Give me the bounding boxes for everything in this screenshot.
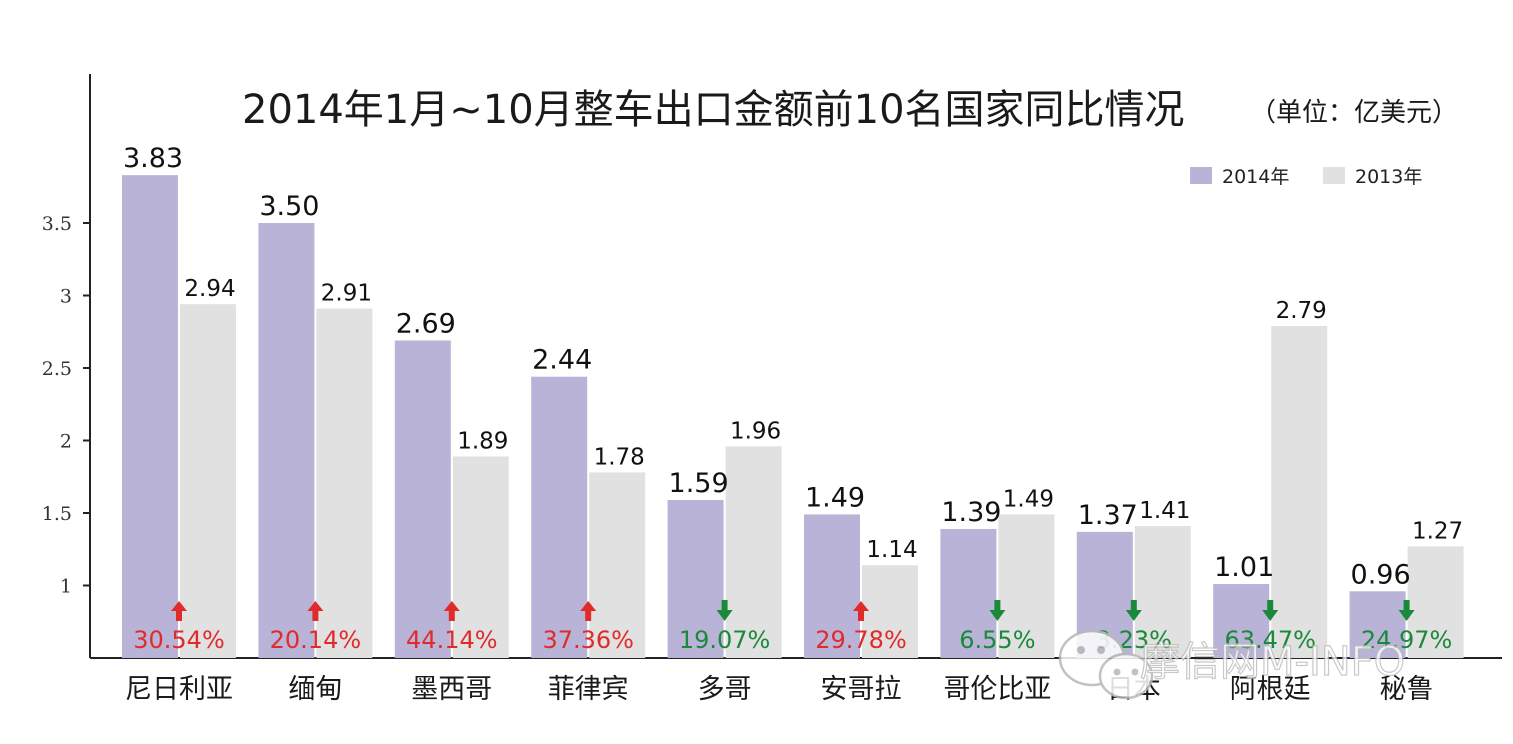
change-percent: 6.55% [959, 626, 1035, 654]
down-arrow-icon [1398, 600, 1415, 621]
data-label-2013: 1.89 [457, 428, 508, 454]
data-label-2014: 1.39 [941, 497, 1001, 528]
up-arrow-icon [171, 601, 187, 621]
data-label-2013: 2.91 [321, 281, 372, 307]
change-percent: 29.78% [815, 626, 907, 654]
y-ticks: 1 1.5 2 2.5 3 3.5 [42, 213, 90, 598]
x-tick-label: 哥伦比亚 [943, 674, 1051, 705]
bar-2014 [804, 514, 860, 658]
legend-label-2013: 2013年 [1355, 166, 1422, 188]
chart-unit: （单位：亿美元） [1250, 98, 1458, 128]
bar-2013 [1134, 526, 1191, 658]
bar-2014 [258, 223, 315, 658]
y-tick-label: 1 [60, 576, 72, 598]
data-label-2013: 1.41 [1139, 498, 1190, 524]
legend-swatch-2013 [1323, 167, 1345, 184]
data-label-2013: 1.27 [1412, 518, 1463, 544]
bars [122, 175, 1464, 658]
bar-2013 [1271, 325, 1328, 658]
data-label-2014: 0.96 [1351, 559, 1411, 590]
bar-2013 [452, 456, 509, 658]
bar-2014 [1213, 584, 1270, 658]
bar-2013 [180, 304, 236, 658]
up-arrow-icon [580, 601, 597, 621]
y-tick-label: 2 [60, 431, 72, 453]
wechat-icon [1058, 629, 1154, 700]
bar-2014 [940, 528, 997, 658]
data-label-2014: 1.49 [805, 482, 865, 513]
x-tick-label: 尼日利亚 [125, 674, 233, 705]
change-percent: 24.97% [1361, 626, 1453, 654]
chart-title: 2014年1月~10月整车出口金额前10名国家同比情况 [242, 87, 1185, 133]
data-label-2013: 2.79 [1276, 298, 1327, 324]
y-tick-label: 3 [60, 286, 72, 308]
legend-label-2014: 2014年 [1222, 166, 1289, 188]
bar-2013 [316, 308, 373, 658]
data-label-2013: 1.78 [594, 444, 645, 470]
change-percent: 30.54% [133, 626, 225, 654]
change-percent: 20.14% [270, 626, 362, 654]
data-label-2014: 1.01 [1214, 552, 1274, 583]
x-tick-label: 菲律宾 [548, 674, 629, 705]
data-labels: 3.83 2.94 3.50 2.91 2.69 1.89 2.44 1.78 1.591.96… [123, 143, 1463, 590]
legend-swatch-2014 [1190, 167, 1212, 184]
watermark: 摩信网M-INFO [1058, 629, 1406, 700]
bar-2014 [1349, 591, 1406, 658]
bar-2013 [1407, 546, 1464, 658]
legend: 2014年 2013年 [1190, 166, 1422, 188]
data-label-2014: 1.37 [1078, 500, 1138, 531]
bar-2014 [667, 499, 724, 658]
up-arrow-icon [307, 601, 324, 621]
up-arrow-icon [443, 601, 460, 621]
change-markers: 30.54% 20.14% 44.14% 37.36% 19.07% 29.78% 6.55… [133, 600, 1452, 654]
down-arrow-icon [989, 600, 1006, 621]
down-arrow-icon [1262, 600, 1279, 621]
bar-2013 [998, 514, 1055, 658]
x-tick-label: 墨西哥 [411, 674, 492, 705]
data-label-2014: 3.83 [123, 143, 183, 174]
bar-2013 [725, 446, 782, 658]
data-label-2014: 2.44 [532, 345, 592, 376]
bar-2014 [394, 340, 451, 658]
data-label-2013: 1.49 [1003, 486, 1054, 512]
change-percent: 19.07% [679, 626, 771, 654]
data-label-2014: 1.59 [669, 468, 729, 499]
y-tick-label: 3.5 [42, 213, 72, 235]
y-tick-label: 1.5 [42, 503, 72, 525]
x-tick-label: 阿根廷 [1230, 674, 1311, 705]
bar-2013 [589, 472, 646, 658]
data-label-2014: 2.69 [396, 308, 456, 339]
data-label-2013: 1.96 [730, 418, 781, 444]
up-arrow-icon [853, 601, 869, 621]
bar-2014 [531, 376, 588, 658]
change-percent: 44.14% [406, 626, 498, 654]
data-label-2013: 2.94 [184, 276, 235, 302]
x-tick-label: 缅甸 [288, 674, 342, 705]
change-percent: 37.36% [542, 626, 634, 654]
bar-2013 [862, 565, 918, 658]
watermark-text: 摩信网M-INFO [1140, 639, 1405, 685]
data-label-2013: 1.14 [866, 537, 917, 563]
down-arrow-icon [716, 600, 733, 621]
x-tick-label: 安哥拉 [821, 674, 902, 705]
down-arrow-icon [1125, 600, 1142, 621]
bar-2014 [122, 175, 178, 658]
x-tick-label: 秘鲁 [1380, 674, 1434, 705]
data-label-2014: 3.50 [259, 191, 319, 222]
x-tick-labels: 尼日利亚缅甸墨西哥菲律宾多哥安哥拉哥伦比亚日本阿根廷秘鲁 [125, 674, 1434, 705]
x-tick-label: 多哥 [698, 674, 752, 705]
y-tick-label: 2.5 [42, 358, 72, 380]
change-percent: 63.47% [1224, 626, 1316, 654]
